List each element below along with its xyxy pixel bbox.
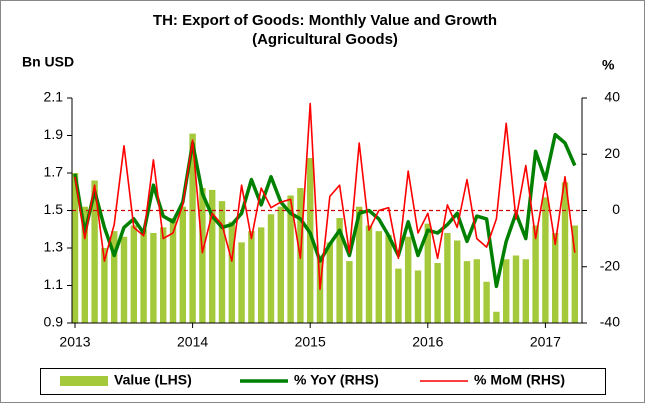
bar bbox=[346, 261, 353, 323]
bar bbox=[512, 255, 520, 323]
bar bbox=[444, 233, 451, 323]
y-tick-label: 1.1 bbox=[44, 276, 64, 292]
bar bbox=[463, 261, 471, 323]
bar bbox=[71, 173, 79, 323]
bar bbox=[179, 206, 186, 323]
bar bbox=[385, 234, 392, 323]
bar bbox=[336, 218, 343, 323]
y-tick-label: 1.3 bbox=[44, 239, 64, 255]
bar bbox=[169, 218, 177, 323]
legend-label: % MoM (RHS) bbox=[474, 372, 565, 388]
y2-tick-label: 0 bbox=[612, 201, 620, 217]
legend-box bbox=[40, 368, 606, 395]
bar bbox=[542, 197, 549, 323]
bar bbox=[571, 225, 578, 323]
bar bbox=[120, 236, 128, 323]
y2-tick-label: -20 bbox=[600, 257, 620, 273]
legend-label: Value (LHS) bbox=[114, 372, 192, 388]
bar bbox=[101, 248, 108, 323]
y-axis-label: Bn USD bbox=[22, 54, 74, 70]
bar bbox=[365, 225, 373, 323]
bar bbox=[483, 281, 490, 323]
bar bbox=[140, 229, 147, 323]
y-tick-label: 1.5 bbox=[44, 201, 64, 217]
bar bbox=[375, 231, 382, 323]
y2-tick-label: 20 bbox=[604, 145, 620, 161]
bar bbox=[267, 214, 275, 323]
bar bbox=[395, 268, 402, 323]
bar bbox=[218, 201, 226, 323]
bar bbox=[405, 236, 412, 323]
legend-label: % YoY (RHS) bbox=[294, 372, 379, 388]
y2-tick-label: -40 bbox=[600, 314, 620, 330]
bar bbox=[81, 206, 88, 323]
bar bbox=[130, 225, 137, 323]
x-tick-label: 2015 bbox=[295, 334, 326, 350]
bar bbox=[454, 240, 461, 323]
bar bbox=[503, 259, 510, 323]
legend-swatch bbox=[60, 376, 108, 386]
line bbox=[74, 102, 576, 291]
x-tick-label: 2016 bbox=[412, 334, 443, 350]
bar bbox=[532, 225, 539, 323]
y-tick-label: 1.7 bbox=[44, 164, 64, 180]
bar bbox=[258, 227, 265, 323]
bar bbox=[287, 195, 294, 323]
bar bbox=[522, 259, 529, 323]
x-tick-label: 2014 bbox=[177, 334, 208, 350]
bar bbox=[189, 133, 196, 323]
bar bbox=[228, 221, 235, 323]
y-tick-label: 0.9 bbox=[44, 314, 64, 330]
bar bbox=[414, 270, 422, 323]
y2-tick-label: 40 bbox=[604, 89, 620, 105]
bar bbox=[209, 189, 216, 323]
bar bbox=[91, 180, 98, 323]
bar bbox=[248, 231, 255, 323]
y-tick-label: 2.1 bbox=[44, 89, 64, 105]
bar bbox=[199, 188, 206, 323]
y2-axis-label: % bbox=[602, 57, 615, 73]
chart-title: TH: Export of Goods: Monthly Value and G… bbox=[153, 12, 497, 29]
bar bbox=[307, 158, 314, 323]
bar bbox=[552, 233, 559, 323]
bar bbox=[238, 242, 245, 323]
bar bbox=[111, 231, 118, 323]
x-tick-label: 2013 bbox=[59, 334, 90, 350]
bar bbox=[277, 206, 284, 323]
chart-subtitle: (Agricultural Goods) bbox=[252, 31, 398, 48]
bar bbox=[473, 259, 480, 323]
bar bbox=[493, 311, 500, 323]
bar bbox=[160, 227, 167, 323]
bar bbox=[326, 242, 333, 323]
bar bbox=[561, 182, 569, 323]
bar bbox=[356, 206, 363, 323]
bar bbox=[424, 223, 431, 323]
y-tick-label: 1.9 bbox=[44, 126, 64, 142]
x-tick-label: 2017 bbox=[530, 334, 561, 350]
bar bbox=[434, 263, 441, 323]
bar bbox=[150, 233, 157, 323]
